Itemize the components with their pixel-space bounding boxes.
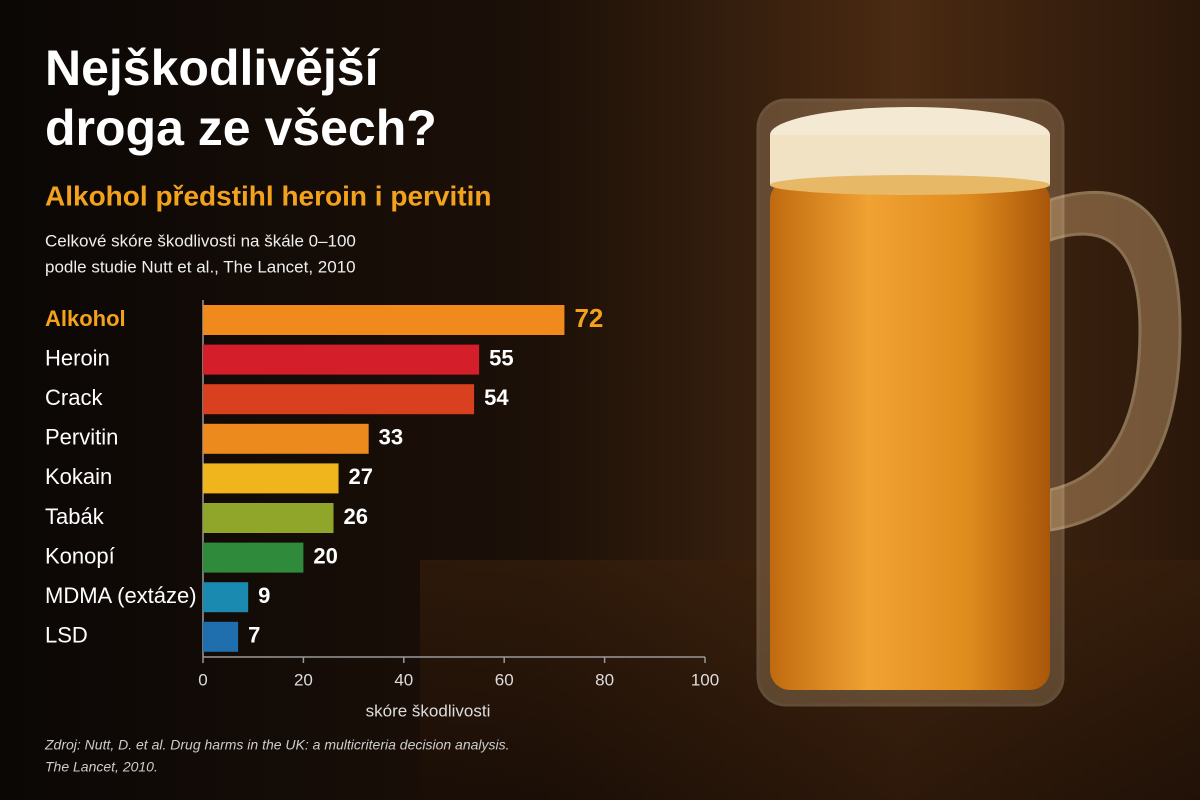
value-label: 54 bbox=[484, 385, 509, 410]
category-label: Crack bbox=[45, 385, 103, 410]
x-tick-label: 0 bbox=[198, 670, 207, 689]
description-line: podle studie Nutt et al., The Lancet, 20… bbox=[45, 257, 356, 276]
category-label: Kokain bbox=[45, 464, 112, 489]
category-label: Tabák bbox=[45, 504, 105, 529]
source-line: Zdroj: Nutt, D. et al. Drug harms in the… bbox=[44, 737, 510, 753]
value-label: 26 bbox=[344, 504, 368, 529]
value-label: 9 bbox=[258, 583, 270, 608]
x-tick-label: 80 bbox=[595, 670, 614, 689]
value-label: 33 bbox=[379, 425, 403, 450]
x-tick-label: 20 bbox=[294, 670, 313, 689]
bar bbox=[203, 423, 369, 454]
value-label: 55 bbox=[489, 345, 513, 370]
category-label: Alkohol bbox=[45, 306, 126, 331]
subtitle: Alkohol předstihl heroin i pervitin bbox=[45, 180, 491, 211]
x-tick-label: 60 bbox=[495, 670, 514, 689]
bar bbox=[203, 503, 334, 533]
value-label: 7 bbox=[248, 623, 260, 648]
category-label: Pervitin bbox=[45, 425, 118, 450]
description-line: Celkové skóre škodlivosti na škále 0–100 bbox=[45, 231, 356, 250]
title-line: droga ze všech? bbox=[45, 100, 437, 156]
bar bbox=[203, 542, 304, 573]
x-tick-label: 100 bbox=[691, 670, 719, 689]
bar bbox=[203, 344, 480, 375]
category-label: MDMA (extáze) bbox=[45, 583, 197, 608]
source-line: The Lancet, 2010. bbox=[45, 759, 158, 775]
category-label: Heroin bbox=[45, 345, 110, 370]
bar bbox=[203, 305, 565, 335]
title-line: Nejškodlivější bbox=[45, 40, 381, 96]
value-label: 72 bbox=[574, 303, 603, 333]
bar bbox=[203, 582, 249, 613]
x-tick-label: 40 bbox=[394, 670, 413, 689]
x-axis-title: skóre škodlivosti bbox=[366, 701, 491, 720]
bar bbox=[203, 384, 475, 415]
category-label: Konopí bbox=[45, 543, 115, 568]
bar bbox=[203, 621, 239, 652]
value-label: 27 bbox=[349, 464, 373, 489]
bar bbox=[203, 463, 339, 494]
value-label: 20 bbox=[313, 543, 337, 568]
category-label: LSD bbox=[45, 623, 88, 648]
beer-mug bbox=[756, 98, 1182, 707]
